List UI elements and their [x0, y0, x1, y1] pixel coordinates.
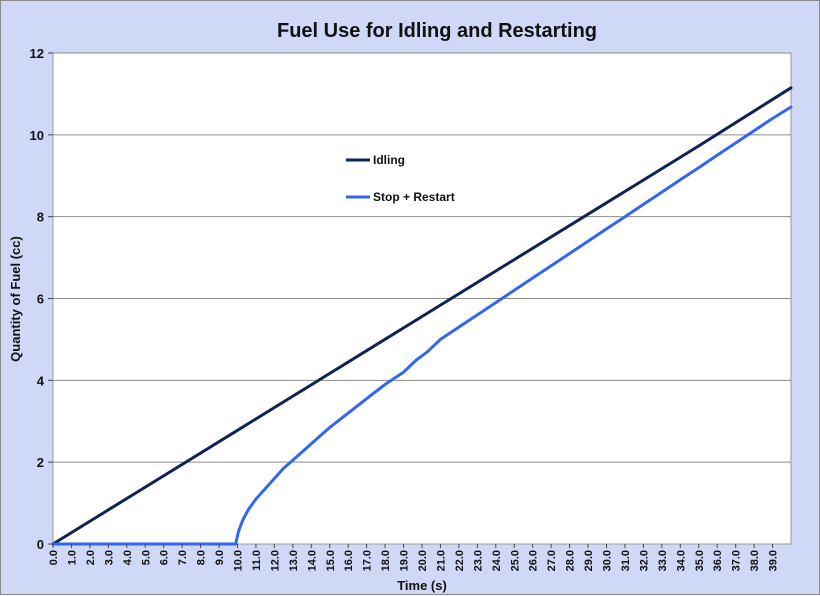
xtick-label-17.0: 17.0 [362, 550, 374, 571]
xtick-label-15.0: 15.0 [325, 550, 337, 571]
xtick-label-30.0: 30.0 [602, 550, 614, 571]
xtick-label-31.0: 31.0 [620, 550, 632, 571]
xtick-label-20.0: 20.0 [417, 550, 429, 571]
xtick-label-36.0: 36.0 [712, 550, 724, 571]
xtick-label-25.0: 25.0 [509, 550, 521, 571]
xtick-label-19.0: 19.0 [399, 550, 411, 571]
xtick-label-22.0: 22.0 [454, 550, 466, 571]
y-axis-ticks: 0 2 4 6 8 10 12 [30, 46, 53, 552]
xtick-label-27.0: 27.0 [546, 550, 558, 571]
xtick-label-32.0: 32.0 [638, 550, 650, 571]
xtick-label-23.0: 23.0 [472, 550, 484, 571]
xtick-label-33.0: 33.0 [657, 550, 669, 571]
xtick-label-4.0: 4.0 [122, 550, 134, 565]
xtick-label-16.0: 16.0 [343, 550, 355, 571]
series-lines [51, 86, 793, 546]
xtick-label-29.0: 29.0 [583, 550, 595, 571]
xtick-label-37.0: 37.0 [731, 550, 743, 571]
y-axis-label: Quantity of Fuel (cc) [8, 236, 23, 362]
legend: Idling Stop + Restart [346, 153, 455, 204]
series-line-0 [51, 86, 793, 546]
ytick-label-2: 2 [37, 455, 44, 470]
xtick-label-7.0: 7.0 [177, 550, 189, 565]
chart-title: Fuel Use for Idling and Restarting [277, 20, 597, 42]
xtick-label-18.0: 18.0 [380, 550, 392, 571]
xtick-label-39.0: 39.0 [768, 550, 780, 571]
xtick-label-13.0: 13.0 [288, 550, 300, 571]
series-line-1 [51, 105, 793, 546]
xtick-label-8.0: 8.0 [196, 550, 208, 565]
ytick-label-4: 4 [37, 373, 45, 388]
xtick-label-26.0: 26.0 [528, 550, 540, 571]
xtick-label-2.0: 2.0 [85, 550, 97, 565]
xtick-label-28.0: 28.0 [565, 550, 577, 571]
ytick-label-8: 8 [37, 210, 44, 225]
ytick-label-0: 0 [37, 537, 44, 552]
xtick-label-24.0: 24.0 [491, 550, 503, 571]
xtick-label-9.0: 9.0 [214, 550, 226, 565]
xtick-label-11.0: 11.0 [251, 550, 263, 571]
xtick-label-12.0: 12.0 [269, 550, 281, 571]
xtick-label-34.0: 34.0 [675, 550, 687, 571]
grid-lines [53, 52, 791, 463]
xtick-label-14.0: 14.0 [306, 550, 318, 571]
legend-label-0: Idling [373, 153, 405, 167]
xtick-label-3.0: 3.0 [103, 550, 115, 565]
xtick-label-0.0: 0.0 [48, 550, 60, 565]
x-axis-ticks: 0.0 1.0 2.0 3.0 4.0 5.0 6.0 7.0 8.0 9.0 10.0 11.0 12… [48, 544, 780, 571]
ytick-label-6: 6 [37, 292, 44, 307]
xtick-label-10.0: 10.0 [233, 550, 245, 571]
xtick-label-5.0: 5.0 [140, 550, 152, 565]
xtick-label-21.0: 21.0 [435, 550, 447, 571]
xtick-label-6.0: 6.0 [159, 550, 171, 565]
ytick-label-10: 10 [30, 128, 44, 143]
xtick-label-1.0: 1.0 [66, 550, 78, 565]
x-axis-label: Time (s) [397, 578, 447, 593]
legend-label-1: Stop + Restart [373, 190, 455, 204]
xtick-label-35.0: 35.0 [694, 550, 706, 571]
xtick-label-38.0: 38.0 [749, 550, 761, 571]
ytick-label-12: 12 [30, 46, 44, 61]
